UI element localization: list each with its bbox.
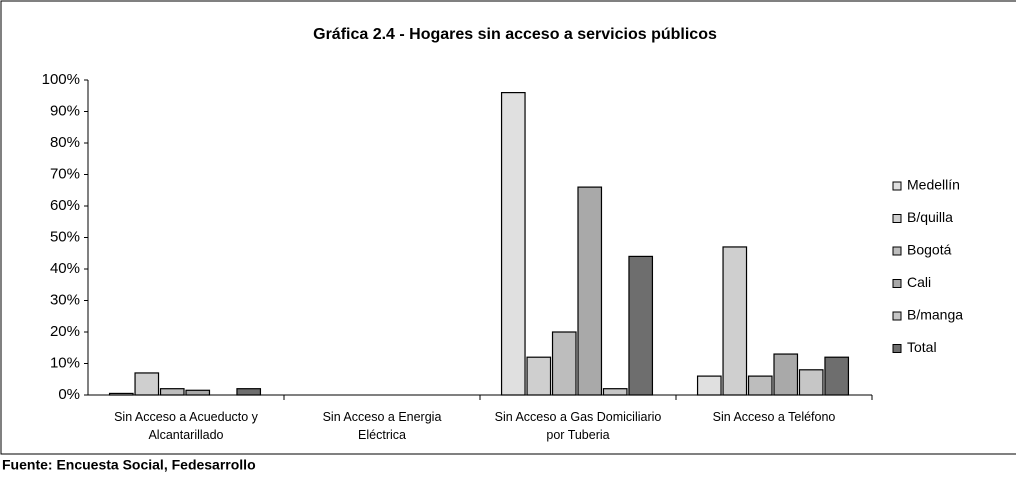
x-tick-label: Sin Acceso a Acueducto y Alcantarillado <box>114 410 258 442</box>
bar <box>134 372 160 396</box>
y-tick-label: 60% <box>50 197 80 214</box>
bar <box>696 375 722 396</box>
legend-label: Cali <box>907 274 931 290</box>
legend-label: B/manga <box>907 307 963 323</box>
bar <box>747 375 773 396</box>
bar <box>798 369 824 396</box>
y-tick-label: 50% <box>50 228 80 245</box>
legend-label: Medellín <box>907 177 960 193</box>
legend-swatch <box>892 311 902 321</box>
y-tick-label: 100% <box>42 71 80 88</box>
source: Fuente: Encuesta Social, Fedesarrollo <box>2 457 256 473</box>
bar <box>602 388 628 396</box>
bar <box>500 91 526 396</box>
legend-swatch <box>892 246 902 256</box>
bar <box>577 186 603 396</box>
x-tick-label: Sin Acceso a Teléfono <box>712 410 836 424</box>
bar <box>236 388 262 396</box>
bar <box>185 389 211 396</box>
x-tick-label: Sin Acceso a Gas Domiciliario por Tuberi… <box>494 410 662 442</box>
bar <box>108 392 134 396</box>
legend-swatch <box>892 344 902 353</box>
y-tick-label: 0% <box>58 386 80 403</box>
legend-swatch <box>892 279 902 288</box>
y-tick-label: 70% <box>50 165 80 182</box>
y-tick-label: 90% <box>50 102 80 119</box>
bar <box>722 246 748 396</box>
legend-label: B/quilla <box>907 209 953 225</box>
bar <box>159 388 185 396</box>
y-tick-label: 10% <box>50 354 80 371</box>
bar <box>773 353 799 396</box>
y-tick-label: 20% <box>50 323 80 340</box>
bar <box>526 356 552 396</box>
bar <box>824 356 850 396</box>
legend-label: Total <box>907 339 937 355</box>
y-tick-label: 30% <box>50 291 80 308</box>
y-tick-label: 40% <box>50 260 80 277</box>
chart-title: Gráfica 2.4 - Hogares sin acceso a servi… <box>313 26 717 43</box>
y-tick-label: 80% <box>50 134 80 151</box>
legend-label: Bogotá <box>907 242 952 258</box>
frame <box>0 0 1016 455</box>
bar <box>628 255 654 396</box>
x-tick-label: Sin Acceso a Energia Eléctrica <box>322 410 442 442</box>
legend-swatch <box>892 214 902 223</box>
legend-swatch <box>892 181 902 191</box>
bar <box>551 331 577 396</box>
